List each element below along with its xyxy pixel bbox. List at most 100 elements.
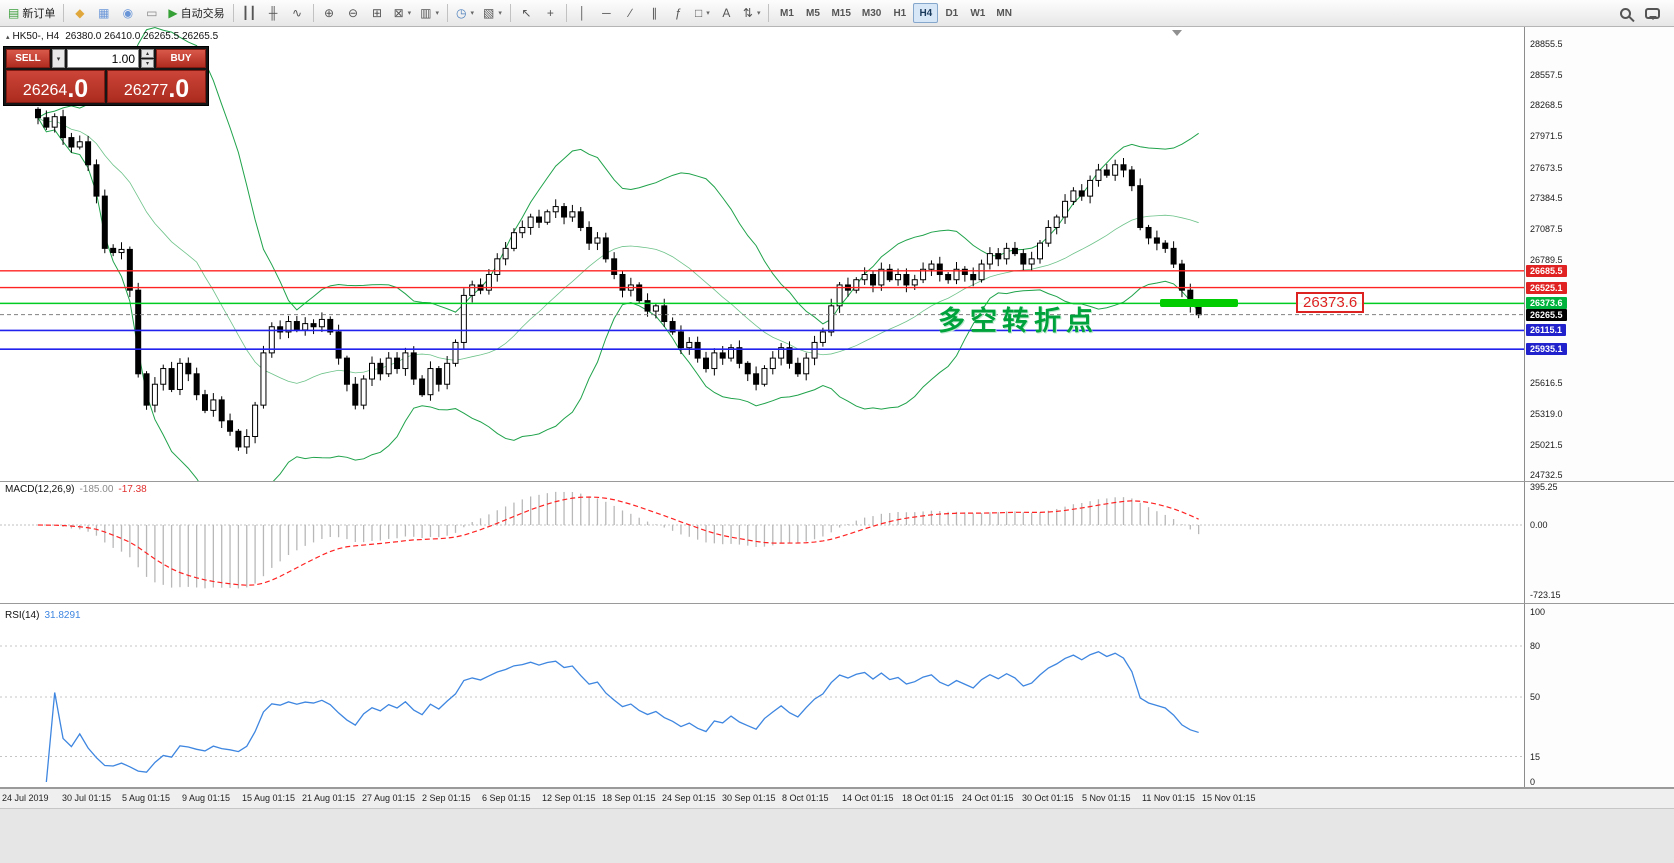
price-tick: 25616.5 (1530, 377, 1563, 388)
line-chart-button[interactable]: ∿ (286, 2, 309, 24)
ohlc-values: 26380.0 26410.0 26265.5 26265.5 (65, 31, 219, 42)
timeframe-m15-button[interactable]: M15 (831, 7, 851, 19)
auto-trading-button[interactable]: ▶ 自动交易 (164, 2, 228, 24)
chat-icon[interactable] (1645, 7, 1660, 20)
terminal-icon: ▭ (146, 6, 158, 20)
candle-body (402, 352, 409, 370)
candle-body (1153, 237, 1160, 244)
price-axis[interactable]: 28855.5 28557.5 28268.5 27971.5 27673.5 27384… (1524, 27, 1674, 788)
data-window-button[interactable]: ▦ (92, 2, 115, 24)
equidistant-channel-button[interactable]: ∥ (643, 2, 666, 24)
market-watch-button[interactable]: ◆ (68, 2, 91, 24)
sell-button-label: SELL (15, 53, 41, 64)
buy-button[interactable]: BUY (156, 49, 206, 68)
candle-body (1137, 185, 1144, 228)
price-callout-label[interactable]: 26373.6 (1296, 292, 1365, 313)
vertical-line-button[interactable]: │ (571, 2, 594, 24)
period-selector-button[interactable]: ◷ ▾ (452, 2, 478, 24)
candle-body (76, 141, 83, 148)
candle-body (561, 206, 568, 218)
tile-windows-button[interactable]: ⊞ (366, 2, 389, 24)
time-axis-label: 12 Sep 01:15 (542, 793, 596, 803)
timeframe-m5-button[interactable]: M5 (806, 7, 820, 19)
text-label-button[interactable]: A (715, 2, 738, 24)
macd-indicator-pane[interactable] (0, 482, 1524, 602)
sell-price-button[interactable]: 26264.0 (6, 70, 105, 103)
chart-annotation-text[interactable]: 多空转折点 (938, 306, 1098, 336)
cursor-button[interactable]: ↖ (515, 2, 538, 24)
chart-shift-marker-icon[interactable] (1172, 30, 1182, 36)
templates-button[interactable]: ▧ ▾ (479, 2, 506, 24)
candlestick-chart-button[interactable]: ╫ (262, 2, 285, 24)
candle-body (986, 253, 993, 265)
candle-body (419, 378, 426, 396)
arrow-objects-button[interactable]: ⇅ ▾ (739, 2, 765, 24)
terminal-button[interactable]: ▭ (140, 2, 163, 24)
chart-area[interactable]: ▴ HK50-, H4 26380.0 26410.0 26265.5 26265.… (0, 27, 1524, 788)
fibonacci-button[interactable]: ƒ (667, 2, 690, 24)
search-icon[interactable] (1620, 7, 1631, 19)
candle-body (527, 216, 534, 228)
bar-chart-button[interactable]: ┃┃ (238, 2, 261, 24)
sell-price-fraction: .0 (67, 74, 89, 103)
trendline-highlight-segment[interactable] (1160, 299, 1238, 307)
candle-body (769, 357, 776, 370)
buy-button-label: BUY (170, 53, 192, 64)
volume-up-icon[interactable]: ▴ (141, 49, 154, 58)
price-level-label: 26525.1 (1526, 281, 1567, 294)
volume-dropdown-icon[interactable]: ▾ (52, 49, 65, 68)
candle-body (686, 341, 693, 349)
trend-line-button[interactable]: ∕ (619, 2, 642, 24)
candle-body (536, 216, 542, 223)
candle-body (611, 258, 618, 275)
pane-separator[interactable] (0, 603, 1674, 604)
timeframe-m30-button[interactable]: M30 (861, 7, 882, 19)
profiles-button[interactable]: ▥ ▾ (416, 2, 443, 24)
zoom-out-button[interactable]: ⊖ (342, 2, 365, 24)
rsi-scale-label: 100 (1530, 607, 1546, 617)
timeframe-w1-button[interactable]: W1 (970, 7, 986, 19)
candle-body (469, 284, 476, 296)
price-tick: 26789.5 (1530, 254, 1563, 265)
candle-body (318, 318, 325, 328)
sell-button[interactable]: SELL (6, 49, 50, 68)
auto-trading-label: 自动交易 (180, 8, 225, 20)
main-price-chart[interactable] (0, 27, 1524, 481)
time-axis-label: 11 Nov 01:15 (1142, 793, 1195, 803)
candle-body (60, 116, 67, 139)
volume-input[interactable] (67, 49, 139, 68)
timeframe-mn-button[interactable]: MN (996, 7, 1012, 19)
candle-body (218, 399, 225, 422)
volume-down-icon[interactable]: ▾ (141, 59, 154, 68)
shapes-button[interactable]: □ ▾ (691, 2, 714, 24)
pane-separator[interactable] (0, 481, 1674, 482)
pane-separator[interactable] (0, 787, 1674, 788)
candle-body (1070, 190, 1077, 202)
timeframe-h4-button[interactable]: H4 (913, 3, 939, 23)
candle-body (577, 211, 584, 228)
timeframe-h1-button[interactable]: H1 (893, 7, 907, 19)
toolbar-separator (509, 4, 511, 22)
horizontal-line-button[interactable]: ─ (595, 2, 618, 24)
candle-body (110, 247, 117, 254)
timeframe-m1-button[interactable]: M1 (780, 7, 794, 19)
candle-body (502, 247, 509, 260)
new-order-button[interactable]: ▤ 新订单 (4, 2, 59, 24)
zoom-in-button[interactable]: ⊕ (318, 2, 341, 24)
symbol-collapse-icon[interactable]: ▴ (6, 34, 10, 41)
candle-body (928, 263, 935, 270)
new-chart-button[interactable]: ⊠ ▾ (390, 2, 416, 24)
rsi-label: RSI(14) 31.8291 (5, 610, 81, 621)
candle-body (586, 226, 593, 244)
window-bottom-area (0, 808, 1674, 863)
candle-body (1003, 247, 1010, 260)
navigator-button[interactable]: ◉ (116, 2, 139, 24)
price-tick: 27087.5 (1530, 223, 1563, 234)
crosshair-button[interactable]: + (539, 2, 562, 24)
timeframe-d1-button[interactable]: D1 (945, 7, 959, 19)
candle-body (485, 273, 492, 291)
buy-price-button[interactable]: 26277.0 (107, 70, 206, 103)
buy-price: 26277 (123, 82, 169, 99)
rsi-indicator-pane[interactable] (0, 604, 1524, 787)
time-axis[interactable]: 24 Jul 2019 30 Jul 01:15 5 Aug 01:15 9 Aug … (0, 788, 1674, 808)
